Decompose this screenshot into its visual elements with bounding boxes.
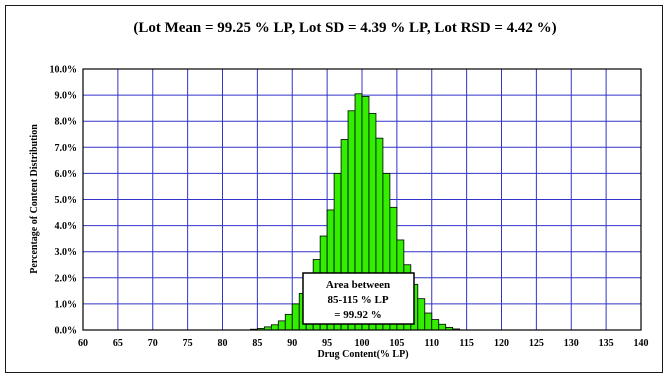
y-tick-label: 7.0% bbox=[55, 143, 78, 154]
histogram-bar bbox=[417, 298, 426, 331]
y-tick-label: 6.0% bbox=[55, 169, 78, 180]
annotation-box bbox=[302, 272, 415, 325]
y-tick-label: 10.0% bbox=[50, 65, 78, 76]
x-tick-label: 100 bbox=[355, 338, 370, 349]
y-tick-label: 3.0% bbox=[55, 247, 78, 258]
x-tick-label: 130 bbox=[564, 338, 579, 349]
x-tick-label: 140 bbox=[634, 338, 649, 349]
x-tick-label: 110 bbox=[425, 338, 439, 349]
x-tick-label: 60 bbox=[78, 338, 88, 349]
x-tick-label: 75 bbox=[183, 338, 193, 349]
plot-area bbox=[82, 68, 642, 331]
x-tick-label: 115 bbox=[459, 338, 473, 349]
histogram-bar bbox=[277, 320, 286, 331]
y-tick-label: 0.0% bbox=[55, 326, 78, 337]
y-axis-label: Percentage of Content Distribution bbox=[29, 124, 40, 274]
histogram-bar bbox=[431, 319, 440, 331]
histogram-bars bbox=[249, 93, 461, 331]
chart-frame bbox=[5, 5, 663, 373]
annotation-line-2: 85-115 % LP bbox=[327, 294, 388, 306]
x-tick-label: 65 bbox=[113, 338, 123, 349]
x-tick-label: 120 bbox=[494, 338, 509, 349]
x-tick-label: 125 bbox=[529, 338, 544, 349]
histogram-bar bbox=[291, 303, 300, 331]
plot-border bbox=[82, 68, 642, 331]
y-tick-label: 5.0% bbox=[55, 195, 78, 206]
y-tick-labels: 0.0% 1.0% 2.0% 3.0% 4.0% 5.0% 6.0% 7.0% 8.0% 9.0%… bbox=[50, 65, 78, 337]
x-tick-label: 135 bbox=[599, 338, 614, 349]
chart-title: (Lot Mean = 99.25 % LP, Lot SD = 4.39 % … bbox=[133, 20, 556, 36]
x-tick-label: 105 bbox=[389, 338, 404, 349]
x-tick-label: 85 bbox=[252, 338, 262, 349]
x-tick-label: 90 bbox=[287, 338, 297, 349]
x-tick-label: 70 bbox=[148, 338, 158, 349]
x-tick-labels: 60 65 70 75 80 85 90 95 100 105 110 115 120 125 130 135… bbox=[78, 338, 649, 349]
annotation-line-1: Area between bbox=[326, 279, 390, 291]
x-tick-label: 95 bbox=[322, 338, 332, 349]
y-tick-label: 8.0% bbox=[55, 117, 78, 128]
histogram-bar bbox=[438, 323, 447, 331]
annotation-line-3: = 99.92 % bbox=[334, 309, 382, 321]
histogram-bar bbox=[284, 313, 293, 331]
y-tick-label: 9.0% bbox=[55, 91, 78, 102]
y-tick-label: 4.0% bbox=[55, 221, 78, 232]
x-axis-label: Drug Content(% LP) bbox=[317, 349, 408, 360]
y-tick-label: 1.0% bbox=[55, 299, 78, 310]
area-annotation: Area between 85-115 % LP = 99.92 % bbox=[302, 272, 415, 325]
y-tick-label: 2.0% bbox=[55, 273, 78, 284]
histogram-bar bbox=[424, 312, 433, 331]
x-tick-label: 80 bbox=[218, 338, 228, 349]
histogram-bar bbox=[270, 324, 279, 331]
